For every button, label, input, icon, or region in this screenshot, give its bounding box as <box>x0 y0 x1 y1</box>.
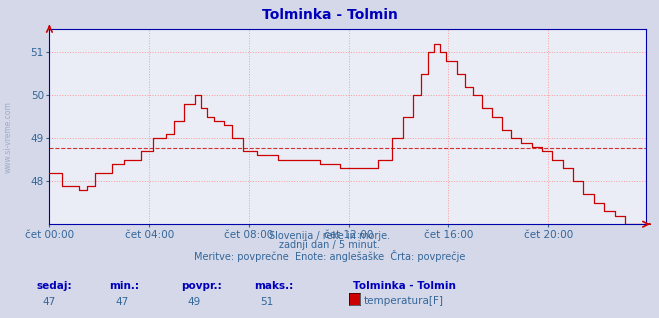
Text: www.si-vreme.com: www.si-vreme.com <box>3 101 13 173</box>
Text: temperatura[F]: temperatura[F] <box>364 296 444 306</box>
Text: povpr.:: povpr.: <box>181 281 222 291</box>
Text: 47: 47 <box>115 297 129 307</box>
Text: maks.:: maks.: <box>254 281 293 291</box>
Text: Slovenija / reke in morje.: Slovenija / reke in morje. <box>269 231 390 240</box>
Text: sedaj:: sedaj: <box>36 281 72 291</box>
Text: zadnji dan / 5 minut.: zadnji dan / 5 minut. <box>279 240 380 250</box>
Text: Meritve: povprečne  Enote: anglešaške  Črta: povprečje: Meritve: povprečne Enote: anglešaške Črt… <box>194 250 465 262</box>
Text: Tolminka - Tolmin: Tolminka - Tolmin <box>262 8 397 22</box>
Text: Tolminka - Tolmin: Tolminka - Tolmin <box>353 281 455 291</box>
Text: 51: 51 <box>260 297 273 307</box>
Text: 47: 47 <box>43 297 56 307</box>
Text: 49: 49 <box>188 297 201 307</box>
Text: min.:: min.: <box>109 281 139 291</box>
